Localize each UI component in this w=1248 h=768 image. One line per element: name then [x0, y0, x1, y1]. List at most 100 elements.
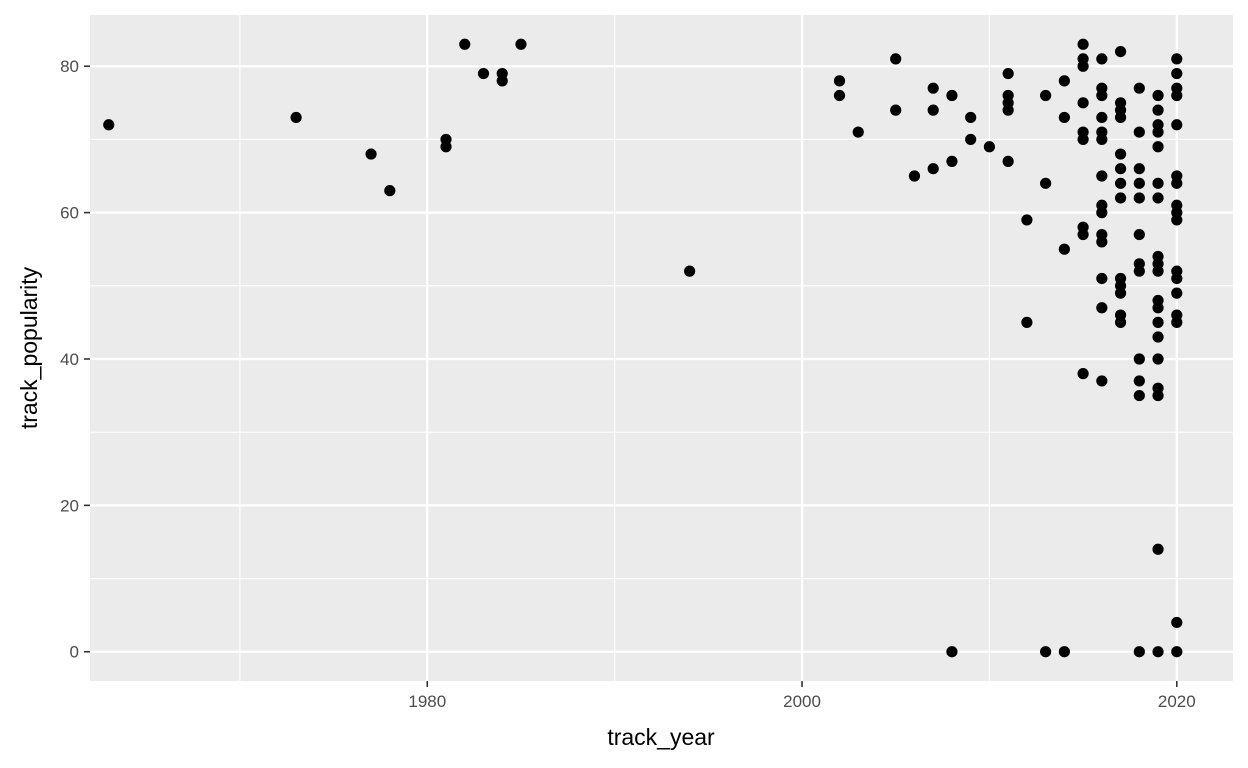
data-point: [1152, 646, 1164, 658]
data-point: [1002, 104, 1014, 116]
data-point: [1171, 214, 1183, 226]
data-point: [1133, 375, 1145, 387]
data-point: [890, 104, 902, 116]
data-point: [1096, 272, 1108, 285]
data-point: [1152, 265, 1164, 277]
data-point: [1152, 192, 1164, 204]
data-point: [1152, 141, 1164, 153]
data-point: [1021, 316, 1033, 328]
data-point: [477, 67, 490, 80]
data-point: [965, 111, 977, 124]
data-point: [1002, 67, 1014, 80]
data-point: [1133, 228, 1145, 241]
data-point: [1096, 133, 1108, 146]
data-point: [983, 141, 996, 153]
data-point: [684, 265, 696, 277]
data-point: [1133, 126, 1145, 138]
data-point: [1114, 316, 1127, 328]
data-point: [1133, 163, 1145, 175]
data-point: [1077, 133, 1089, 146]
data-point: [833, 75, 846, 87]
plot-panel: [90, 15, 1233, 681]
y-tick-label: 40: [60, 350, 79, 369]
data-point: [946, 155, 958, 167]
data-point: [1171, 287, 1183, 299]
x-tick-label: 2020: [1158, 692, 1196, 711]
data-point: [852, 126, 864, 138]
data-point: [1152, 389, 1164, 402]
x-axis: 1980 2000 2020: [408, 681, 1196, 711]
data-point: [1133, 353, 1145, 365]
data-point: [927, 163, 939, 175]
data-point: [833, 89, 846, 102]
data-point: [1171, 89, 1183, 102]
data-point: [1133, 389, 1145, 402]
data-point: [1002, 155, 1014, 167]
data-point: [1077, 38, 1089, 50]
data-point: [1096, 53, 1108, 65]
data-point: [1096, 302, 1108, 314]
data-point: [1171, 53, 1183, 65]
data-point: [1058, 243, 1070, 255]
data-point: [1040, 89, 1052, 102]
data-point: [1152, 126, 1164, 138]
y-axis: 0 20 40 60 80: [60, 57, 90, 662]
data-point: [1152, 104, 1164, 116]
data-point: [1171, 616, 1183, 629]
data-point: [1152, 89, 1164, 102]
data-point: [1152, 331, 1164, 343]
y-tick-label: 60: [60, 204, 79, 223]
y-tick-label: 20: [60, 496, 79, 515]
data-point: [1077, 60, 1089, 72]
data-point: [1171, 316, 1183, 328]
x-axis-title: track_year: [607, 724, 715, 750]
data-point: [440, 141, 452, 153]
data-point: [1171, 67, 1183, 80]
data-point: [1040, 177, 1052, 189]
data-point: [1133, 82, 1145, 94]
y-tick-label: 80: [60, 57, 79, 76]
data-point: [1096, 89, 1108, 102]
data-point: [927, 82, 939, 94]
data-point: [1114, 111, 1127, 124]
data-point: [1114, 192, 1127, 204]
data-point: [1058, 646, 1070, 658]
data-point: [1171, 646, 1183, 658]
data-point: [1096, 236, 1108, 248]
data-point: [1133, 265, 1145, 277]
data-point: [1077, 97, 1089, 109]
data-point: [1021, 214, 1033, 226]
data-point: [1096, 375, 1108, 387]
data-point: [1171, 272, 1183, 285]
data-points: [103, 38, 1183, 658]
data-point: [1152, 302, 1164, 314]
data-point: [1152, 353, 1164, 365]
x-tick-label: 2000: [783, 692, 821, 711]
data-point: [1040, 646, 1052, 658]
data-point: [1077, 228, 1089, 241]
x-tick-label: 1980: [408, 692, 446, 711]
data-point: [1096, 170, 1108, 182]
data-point: [1096, 207, 1108, 219]
data-point: [496, 75, 508, 87]
data-point: [946, 646, 958, 658]
data-point: [103, 119, 115, 131]
data-point: [965, 133, 977, 146]
data-point: [1114, 177, 1127, 189]
data-point: [1096, 111, 1108, 124]
data-point: [365, 148, 377, 160]
data-point: [1152, 543, 1164, 555]
data-point: [1114, 45, 1127, 58]
data-point: [1152, 316, 1164, 328]
data-point: [1171, 119, 1183, 131]
data-point: [1077, 368, 1089, 380]
data-point: [890, 53, 902, 65]
data-point: [1114, 163, 1127, 175]
data-point: [908, 170, 921, 182]
data-point: [1133, 646, 1145, 658]
y-tick-label: 0: [70, 643, 79, 662]
data-point: [1171, 177, 1183, 189]
data-point: [946, 89, 958, 102]
data-point: [1114, 148, 1127, 160]
